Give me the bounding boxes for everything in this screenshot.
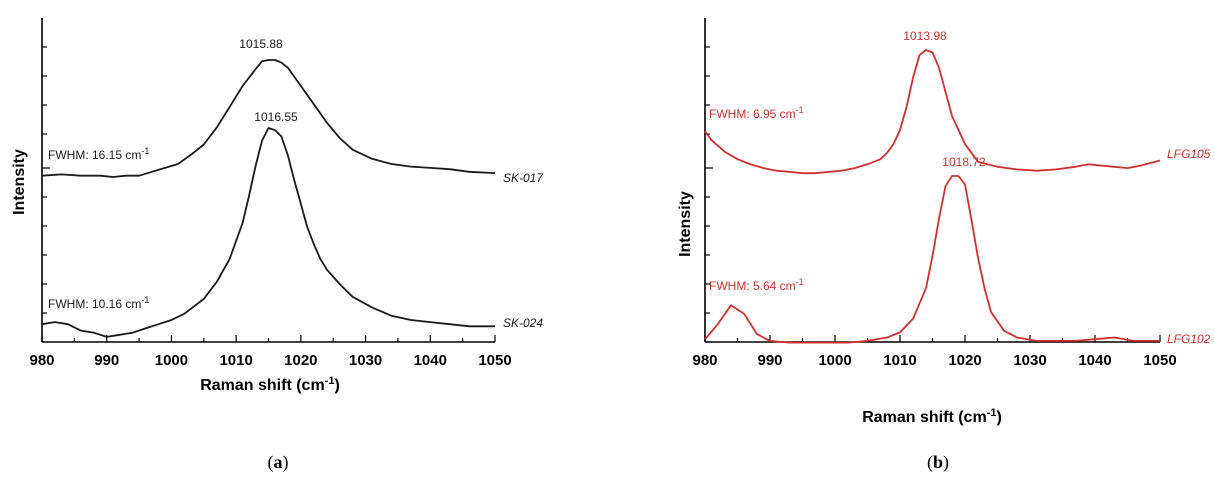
y-axis-title-b: Intensity (677, 191, 694, 257)
chart-panel-b: 980 990 1000 1010 1020 1030 1040 1050 1013.98 FW… (677, 18, 1211, 473)
fwhm-label-sk-024: FWHM: 10.16 cm-1 (48, 295, 149, 311)
x-tick-label: 1020 (284, 352, 317, 369)
x-tick-label: 1010 (883, 352, 916, 369)
y-ticks-b (705, 46, 713, 314)
x-tick-label: 1050 (1143, 352, 1176, 369)
peak-label-lfg105: 1013.98 (903, 29, 947, 43)
x-tick-label: 980 (692, 352, 717, 369)
x-tick-label: 990 (94, 352, 119, 369)
series-name-sk-017: SK-017 (503, 171, 544, 185)
x-tick-label: 990 (757, 352, 782, 369)
x-tick-label: 1040 (1078, 352, 1111, 369)
x-ticks-b: 980 990 1000 1010 1020 1030 1040 1050 (692, 335, 1177, 369)
fwhm-label-lfg102: FWHM: 5.64 cm-1 (709, 277, 804, 293)
fwhm-label-sk-017: FWHM: 16.15 cm-1 (48, 146, 149, 162)
peak-label-sk-017: 1015.88 (239, 37, 283, 51)
x-axis-title-b: Raman shift (cm-1) (862, 407, 1002, 426)
x-tick-label: 1000 (818, 352, 851, 369)
x-tick-label: 1010 (219, 352, 252, 369)
curves-b (704, 49, 1161, 344)
y-axis-title-a: Intensity (11, 149, 28, 215)
curves-a (41, 59, 496, 338)
panel-label-a: (a) (268, 452, 289, 473)
series-line-sk-017 (41, 59, 496, 178)
series-name-sk-024: SK-024 (503, 316, 543, 330)
series-name-lfg102: LFG102 (1167, 332, 1211, 346)
series-name-lfg105: LFG105 (1167, 147, 1211, 161)
x-tick-label: 1000 (155, 352, 188, 369)
x-tick-label: 1050 (478, 352, 511, 369)
peak-label-lfg102: 1018.72 (942, 155, 986, 169)
x-axis-title-a: Raman shift (cm-1) (200, 375, 340, 394)
x-tick-label: 1040 (414, 352, 447, 369)
x-tick-label: 1030 (349, 352, 382, 369)
panel-label-b: (b) (927, 452, 949, 473)
x-tick-label: 1020 (948, 352, 981, 369)
x-tick-label: 1030 (1013, 352, 1046, 369)
x-ticks-a: 980 990 1000 1010 1020 1030 1040 1050 (29, 335, 512, 369)
annotations-b: 1013.98 FWHM: 6.95 cm-1 LFG105 1018.72 FWHM:… (709, 29, 1211, 346)
peak-label-sk-024: 1016.55 (254, 110, 298, 124)
x-tick-label: 980 (29, 352, 54, 369)
chart-panel-a: 980 990 1000 1010 1020 1030 1040 1050 1015.88 FW… (11, 18, 544, 473)
y-ticks-a (42, 46, 50, 314)
fwhm-label-lfg105: FWHM: 6.95 cm-1 (709, 105, 804, 121)
annotations-a: 1015.88 FWHM: 16.15 cm-1 SK-017 1016.55 FWHM… (48, 37, 544, 330)
series-line-lfg102 (704, 175, 1160, 344)
series-line-lfg105 (704, 49, 1161, 175)
series-line-sk-024 (41, 127, 495, 338)
